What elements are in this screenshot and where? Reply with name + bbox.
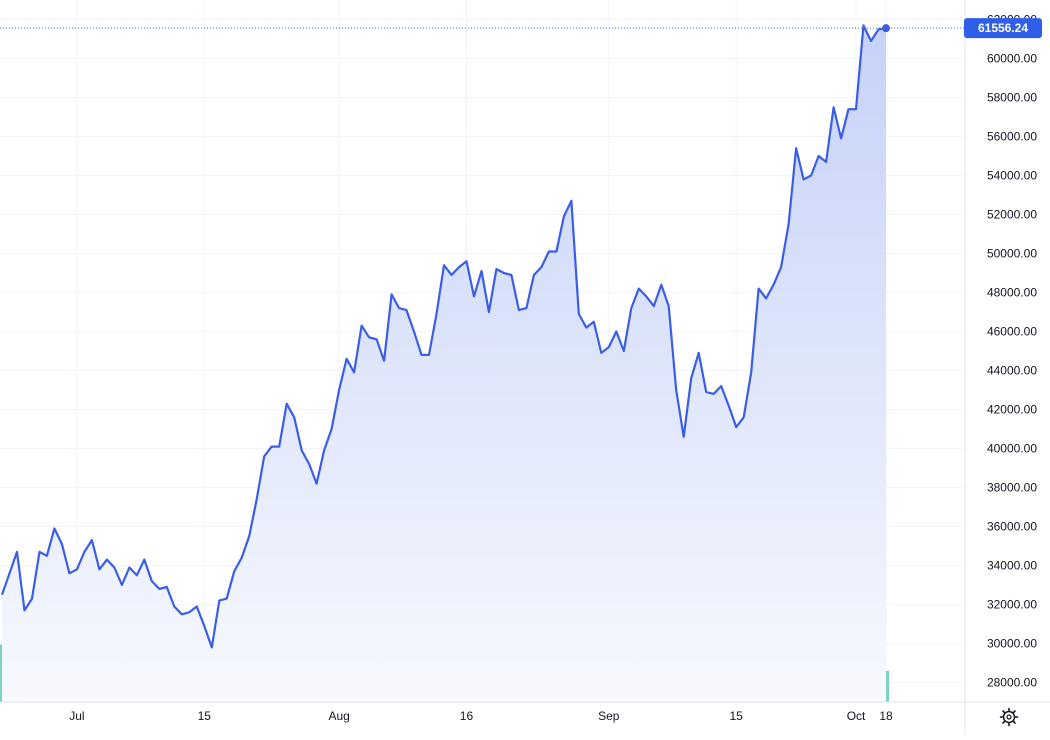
x-tick-label: Sep [598,709,620,723]
price-series [0,24,887,649]
y-tick-label: 40000.00 [987,442,1037,456]
y-tick-label: 28000.00 [987,676,1037,690]
x-axis-ticks: Jul 15 Aug 16 Sep 15 Oct 18 [69,709,893,723]
y-axis-ticks: 28000.00 30000.00 32000.00 34000.00 36000.00… [987,13,1037,690]
settings-button[interactable] [966,703,1050,735]
y-tick-label: 52000.00 [987,208,1037,222]
last-price: 61556.24 [0,18,1042,39]
x-tick-label: 15 [729,709,743,723]
y-tick-label: 48000.00 [987,286,1037,300]
y-tick-label: 42000.00 [987,403,1037,417]
x-tick-label: Jul [69,709,84,723]
y-tick-label: 36000.00 [987,520,1037,534]
x-tick-label: Oct [847,709,866,723]
price-area [2,25,886,702]
y-tick-label: 50000.00 [987,247,1037,261]
y-tick-label: 46000.00 [987,325,1037,339]
y-tick-label: 32000.00 [987,598,1037,612]
y-tick-label: 30000.00 [987,637,1037,651]
y-tick-label: 44000.00 [987,364,1037,378]
y-tick-label: 56000.00 [987,130,1037,144]
y-tick-label: 34000.00 [987,559,1037,573]
last-price-label: 61556.24 [978,21,1028,35]
last-price-label-bg [964,18,1042,39]
x-tick-label: Aug [328,709,349,723]
x-tick-label: 15 [198,709,212,723]
price-area-fill [2,25,886,702]
x-tick-label: 16 [460,709,474,723]
gear-icon [999,707,1019,727]
y-tick-label: 58000.00 [987,91,1037,105]
x-tick-label: 18 [879,709,893,723]
price-line [0,24,887,649]
y-tick-label: 54000.00 [987,169,1037,183]
last-price-dot [882,24,890,33]
y-tick-label: 60000.00 [987,52,1037,66]
y-tick-label: 38000.00 [987,481,1037,495]
